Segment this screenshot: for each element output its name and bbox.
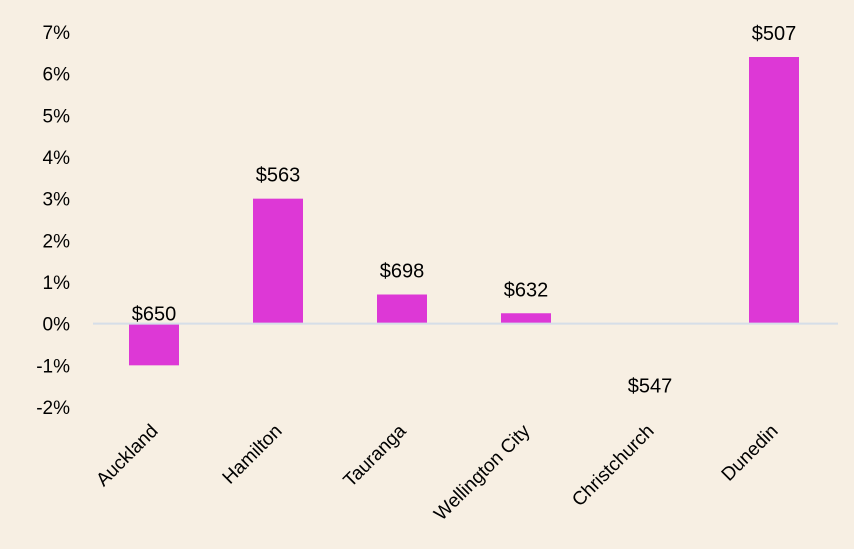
y-tick-label: -1% xyxy=(36,356,70,377)
x-tick-label: Hamilton xyxy=(219,421,287,489)
y-axis-ticks: 7% 6% 5% 4% 3% 2% 1% 0% -1% -2% xyxy=(36,23,70,419)
data-label: $507 xyxy=(752,23,797,45)
bar-dunedin xyxy=(749,57,799,324)
y-tick-label: 0% xyxy=(43,315,71,336)
y-tick-label: 2% xyxy=(43,231,71,252)
bars xyxy=(129,57,799,366)
x-tick-label: Christchurch xyxy=(568,421,658,511)
y-tick-label: -2% xyxy=(36,398,70,419)
y-tick-label: 1% xyxy=(43,273,71,294)
x-tick-label: Tauranga xyxy=(340,420,411,491)
x-axis-category-labels: Auckland Hamilton Tauranga Wellington City C… xyxy=(92,420,782,525)
data-label: $650 xyxy=(132,304,177,326)
x-tick-label: Wellington City xyxy=(430,420,535,525)
data-label: $563 xyxy=(256,165,301,187)
y-tick-label: 7% xyxy=(43,23,71,44)
y-tick-label: 5% xyxy=(43,106,71,127)
bar-wellington-city xyxy=(501,313,551,324)
y-tick-label: 3% xyxy=(43,190,71,211)
x-tick-label: Auckland xyxy=(92,421,162,491)
bar-auckland xyxy=(129,323,179,366)
y-tick-label: 4% xyxy=(43,148,71,169)
y-tick-label: 6% xyxy=(43,65,71,86)
x-tick-label: Dunedin xyxy=(718,421,783,486)
data-labels: $650 $563 $698 $632 $547 $507 xyxy=(132,23,797,398)
data-label: $698 xyxy=(380,261,425,283)
data-label: $632 xyxy=(504,279,549,301)
bar-tauranga xyxy=(377,294,427,324)
bar-hamilton xyxy=(253,198,303,324)
data-label: $547 xyxy=(628,376,673,398)
